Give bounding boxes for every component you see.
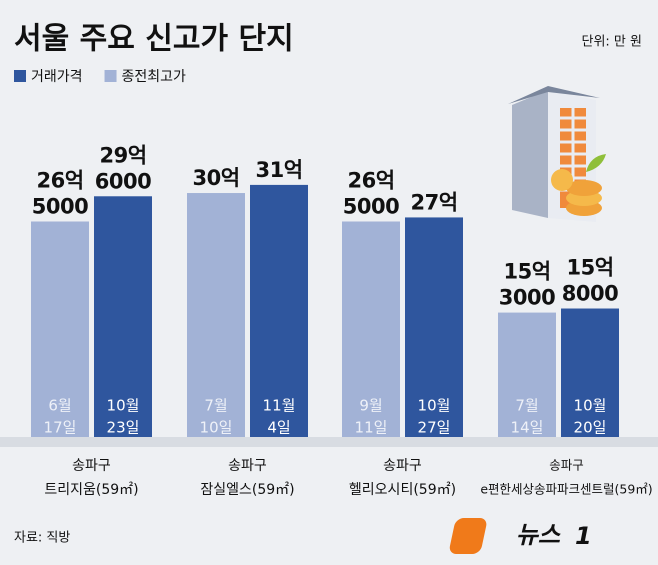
bar-date: 27일 xyxy=(418,419,451,437)
bar xyxy=(561,308,619,437)
bar-date: 10월 xyxy=(107,397,140,415)
x-tick-label: 헬리오시티(59㎡) xyxy=(349,482,456,498)
logo-number: 1 xyxy=(575,522,592,550)
value-label: 8000 xyxy=(562,282,618,306)
building-icon xyxy=(508,86,606,222)
value-label: 26억 xyxy=(36,168,83,192)
logo-badge xyxy=(449,518,487,554)
value-label: 3000 xyxy=(499,286,555,310)
bar-date: 17일 xyxy=(44,419,77,437)
logo-text: 뉴스 xyxy=(516,521,561,549)
legend-swatch xyxy=(104,70,117,82)
x-tick-label: 잠실엘스(59㎡) xyxy=(200,482,294,498)
legend-label: 거래가격 xyxy=(31,69,83,85)
x-tick-label: 송파구 xyxy=(383,458,422,474)
bar xyxy=(250,184,308,437)
bar xyxy=(94,196,152,437)
bar-date: 9월 xyxy=(359,397,382,415)
bar-date: 14일 xyxy=(511,419,544,437)
value-label: 6000 xyxy=(95,169,151,193)
logo: 뉴스 1 xyxy=(449,518,592,554)
bar-date: 10월 xyxy=(418,397,451,415)
value-label: 15억 xyxy=(503,260,550,284)
value-label: 26억 xyxy=(347,168,394,192)
bar-date: 11월 xyxy=(263,397,296,415)
value-label: 5000 xyxy=(343,194,399,218)
x-tick-label: e편한세상송파파크센트럴(59㎡) xyxy=(480,482,652,497)
x-tick-label: 트리지움(59㎡) xyxy=(44,482,138,498)
bar-date: 20일 xyxy=(574,419,607,437)
bar xyxy=(342,221,400,437)
source: 자료: 직방 xyxy=(14,531,70,546)
bar-date: 6월 xyxy=(48,397,71,415)
bar-date: 7월 xyxy=(515,397,538,415)
chart-title: 서울 주요 신고가 단지 xyxy=(14,22,294,57)
bar-date: 4일 xyxy=(267,419,290,437)
legend-swatch xyxy=(14,70,26,82)
value-label: 31억 xyxy=(255,158,302,182)
x-tick-label: 송파구 xyxy=(72,458,111,474)
bar-date: 10월 xyxy=(574,397,607,415)
bar xyxy=(187,193,245,437)
value-label: 15억 xyxy=(566,256,613,280)
value-label: 5000 xyxy=(32,194,88,218)
bar-date: 23일 xyxy=(107,419,140,437)
value-label: 30억 xyxy=(192,166,239,190)
bar-date: 7월 xyxy=(204,397,227,415)
value-label: 27억 xyxy=(410,190,457,214)
unit: 단위: 만 원 xyxy=(582,35,643,50)
bar xyxy=(405,217,463,437)
bar-date: 10일 xyxy=(200,419,233,437)
ground xyxy=(0,437,658,447)
bar xyxy=(31,221,89,437)
bar xyxy=(498,312,556,437)
legend-label: 종전최고가 xyxy=(122,69,187,85)
value-label: 29억 xyxy=(99,143,146,167)
x-tick-label: 송파구 xyxy=(228,458,267,474)
bar-date: 11일 xyxy=(355,419,388,437)
x-tick-label: 송파구 xyxy=(549,458,584,473)
